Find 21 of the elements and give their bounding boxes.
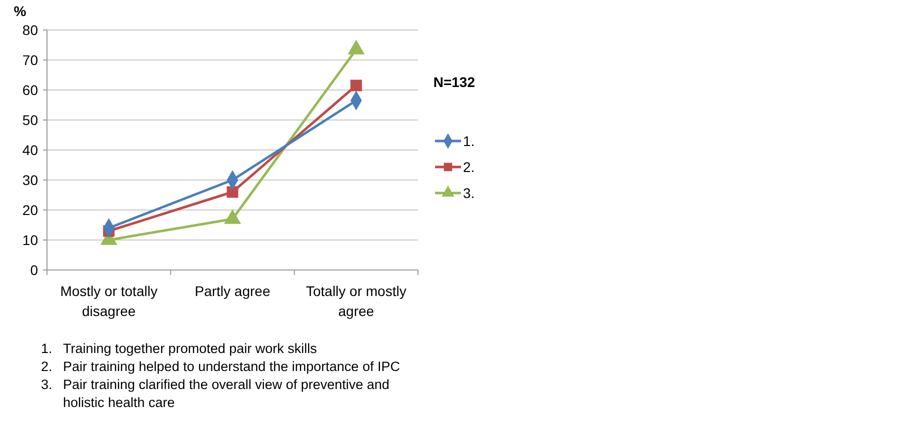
legend-label: 1. (463, 132, 475, 149)
y-tick-label: 10 (22, 232, 38, 248)
y-tick-label: 80 (22, 22, 38, 38)
legend-label: 2. (463, 158, 475, 175)
y-tick-label: 60 (22, 82, 38, 98)
y-axis-title: % (14, 3, 27, 19)
y-tick-label: 30 (22, 172, 38, 188)
text: N=132 (433, 74, 476, 90)
text: 2. Pair training helped to understand the importance of IPC (41, 359, 400, 374)
x-tick-label: Mostly or totally disagree (60, 283, 158, 319)
y-tick-label: 0 (30, 262, 38, 278)
y-tick-label: 20 (22, 202, 38, 218)
x-tick-label: Partly agree (194, 283, 270, 299)
legend-label: 3. (463, 184, 475, 201)
y-tick-label: 50 (22, 112, 38, 128)
y-tick-label: 70 (22, 52, 38, 68)
text: 3. Pair training clarified the overall view of preventive and holistic health care (41, 377, 390, 410)
text: 1. Training together promoted pair work skills (41, 341, 318, 356)
y-tick-label: 40 (22, 142, 38, 158)
x-tick-label: Totally or mostly agree (306, 283, 406, 319)
point (350, 80, 362, 92)
